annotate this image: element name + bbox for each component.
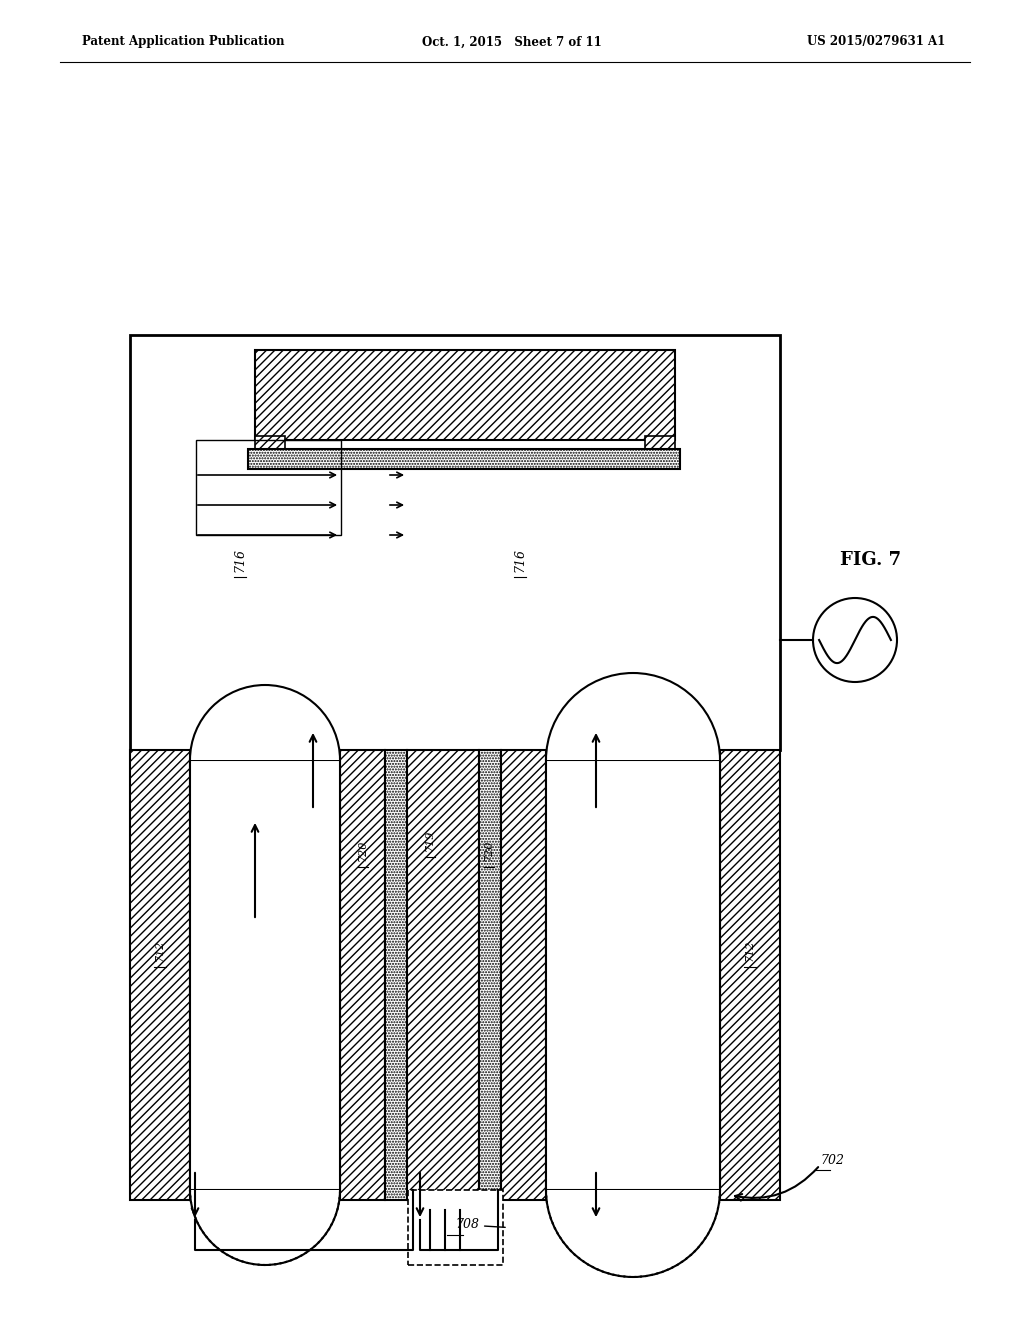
Text: 719: 719 — [425, 829, 435, 850]
Text: 712: 712 — [155, 940, 165, 961]
Text: 708: 708 — [455, 1218, 505, 1232]
Bar — [190, 760, 340, 1191]
Bar — [407, 750, 479, 1200]
Bar — [546, 760, 720, 1191]
Wedge shape — [546, 673, 720, 760]
Bar — [255, 350, 675, 440]
Wedge shape — [190, 685, 340, 760]
Bar — [130, 335, 780, 750]
Text: 716: 716 — [513, 548, 526, 572]
Bar — [385, 750, 407, 1200]
Text: 712: 712 — [745, 940, 755, 961]
Text: 720: 720 — [484, 840, 494, 861]
Wedge shape — [546, 1191, 720, 1276]
Bar — [408, 1191, 503, 1265]
Bar — [645, 436, 675, 450]
Bar — [248, 449, 680, 469]
Text: 716: 716 — [233, 548, 247, 572]
Bar — [479, 750, 501, 1200]
Bar — [255, 436, 285, 450]
Wedge shape — [190, 1191, 340, 1265]
Text: FIG. 7: FIG. 7 — [840, 550, 901, 569]
Bar — [196, 440, 341, 535]
Bar — [130, 750, 190, 1200]
Text: 702: 702 — [820, 1154, 844, 1167]
Text: Oct. 1, 2015   Sheet 7 of 11: Oct. 1, 2015 Sheet 7 of 11 — [422, 36, 602, 49]
Bar — [720, 750, 780, 1200]
Bar — [501, 750, 546, 1200]
Bar — [340, 750, 385, 1200]
Text: US 2015/0279631 A1: US 2015/0279631 A1 — [807, 36, 945, 49]
Text: 720: 720 — [358, 840, 368, 861]
Text: Patent Application Publication: Patent Application Publication — [82, 36, 285, 49]
